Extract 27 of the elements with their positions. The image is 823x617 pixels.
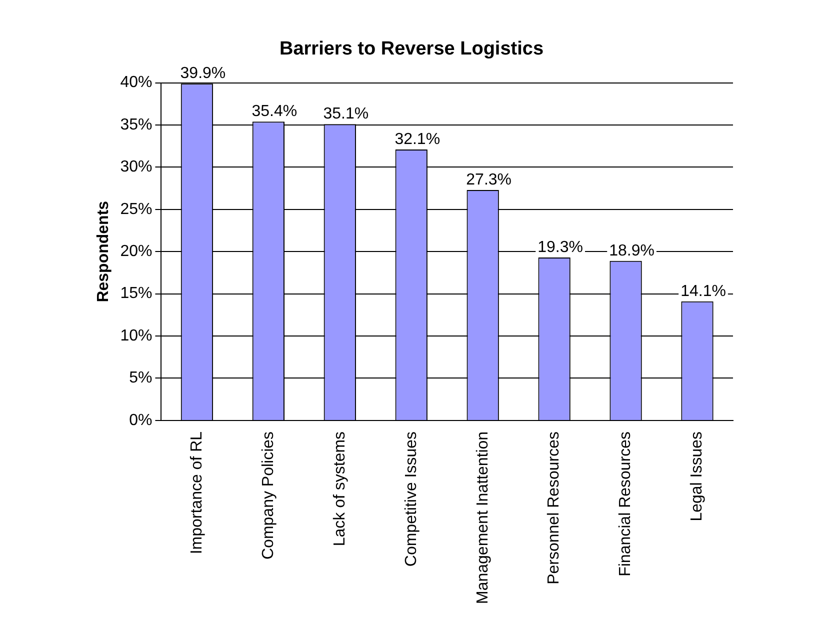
data-label: 19.3% <box>538 238 584 256</box>
chart-title: Barriers to Reverse Logistics <box>279 38 544 60</box>
y-tick-label: 5% <box>129 370 152 387</box>
y-tick-label: 40% <box>120 74 152 92</box>
data-label: 39.9% <box>180 65 226 82</box>
x-tick-label: Financial Resources <box>617 431 634 576</box>
y-tick-label: 35% <box>120 116 152 134</box>
data-label: 32.1% <box>394 130 440 148</box>
y-tick-label: 25% <box>120 200 152 218</box>
y-tick-label: 30% <box>120 158 152 176</box>
x-tick-label: Management Inattention <box>474 431 492 604</box>
y-tick-label: 0% <box>129 412 152 429</box>
data-label: 14.1% <box>680 282 726 300</box>
y-tick-label: 15% <box>120 285 152 302</box>
x-tick-label: Company Policies <box>260 431 277 560</box>
data-label: 35.1% <box>323 106 369 123</box>
y-tick-label: 10% <box>120 327 152 344</box>
x-tick-label: Importance of RL <box>188 431 206 554</box>
data-label: 35.4% <box>252 103 298 120</box>
y-axis-title: Respondents <box>95 200 112 302</box>
x-tick-label: Personnel Resources <box>546 431 563 584</box>
data-label: 18.9% <box>609 242 654 260</box>
data-label: 27.3% <box>466 171 512 188</box>
x-tick-label: Competitive Issues <box>402 431 420 567</box>
y-tick-label: 20% <box>120 243 152 260</box>
x-tick-label: Legal Issues <box>688 431 706 522</box>
x-tick-label: Lack of systems <box>331 431 348 546</box>
